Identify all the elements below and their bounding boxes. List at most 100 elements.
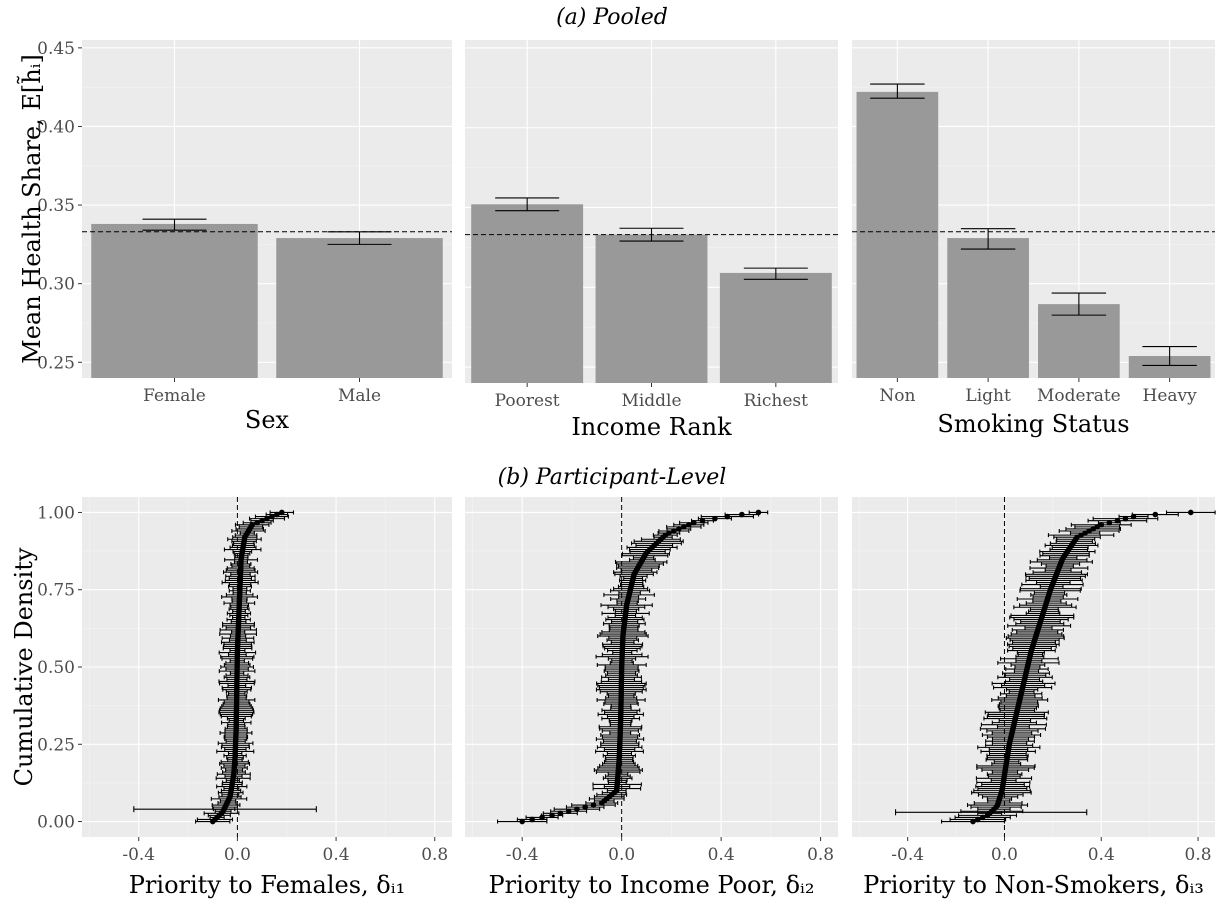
x-axis-title: Sex [245,406,290,434]
section-title-participant: (b) Participant-Level [498,465,727,490]
y-tick-label: 0.30 [37,275,75,295]
data-point [724,513,731,520]
data-point [712,515,718,522]
bar-richest [719,272,832,383]
bar-non [856,91,939,379]
data-point [539,814,545,821]
bar-female [91,223,258,378]
x-tick-label: -0.4 [891,845,924,865]
x-axis-title: Priority to Females, δᵢ₁ [129,871,405,899]
x-tick-label: Moderate [1037,386,1121,406]
data-point [690,519,697,526]
y-tick-label: 0.25 [37,735,75,755]
cdf-panel-3: -0.4 0.0 0.4 0.8 Priority to Non-Smokers, δᵢ… [852,497,1216,899]
data-point [590,802,597,808]
bar-poorest [471,204,584,383]
x-tick-label: -0.4 [506,845,539,865]
participant-points [970,509,1194,825]
data-point [755,509,762,516]
x-tick-label: Middle [621,391,681,411]
error-bar-middle [619,227,684,242]
data-point [1152,511,1159,518]
x-axis-title: Smoking Status [937,410,1129,438]
x-axis-title: Priority to Non-Smokers, δᵢ₃ [863,871,1204,899]
data-point [254,519,260,526]
error-bar-male [327,231,392,245]
error-bar-poorest [495,197,560,212]
data-point [557,810,564,817]
chart-layer: Female Male 0.25 0.30 0.35 0.40 0.45 Sex Mean He… [10,39,1216,899]
data-point [666,530,672,536]
data-point [699,517,706,524]
data-point [1188,509,1194,516]
y-tick-label: 1.00 [37,503,75,523]
x-tick-label: Light [965,386,1011,406]
data-point [979,814,986,821]
x-tick-label: Non [879,386,915,406]
error-bar-moderate [1051,292,1107,316]
data-point [681,524,687,530]
x-axis-title: Income Rank [571,413,732,441]
data-point [582,804,588,810]
x-tick-label: 0.4 [323,845,350,865]
data-point [686,522,692,528]
x-tick-label: 0.0 [608,845,635,865]
x-tick-label: 0.4 [1088,845,1115,865]
x-tick-label: 0.0 [224,845,251,865]
x-tick-label: 0.8 [807,845,834,865]
bar-moderate [1038,304,1120,378]
error-bar-light [960,228,1016,250]
data-point [671,528,677,534]
x-tick-label: 0.8 [1185,845,1212,865]
bar-panel-2: Poorest Middle Richest Income Rank [465,40,838,441]
data-point [1130,513,1137,520]
error-bar-richest [743,267,808,280]
y-tick-label: 0.75 [37,581,75,601]
cdf-panel-2: -0.4 0.0 0.4 0.8 Priority to Income Poor, δᵢ… [465,497,838,899]
data-point [970,818,976,825]
x-tick-label: Female [143,386,206,406]
data-point [259,517,265,524]
data-point [1122,515,1129,522]
error-bar-heavy [1142,346,1197,366]
y-tick-label: 0.00 [37,813,75,833]
data-point [1106,519,1113,526]
y-axis-title: Mean Health Share, E[h̃ᵢ] [17,54,46,364]
data-point [249,522,255,528]
participant-points [519,509,762,825]
y-tick-label: 0.45 [37,39,75,59]
x-tick-label: Heavy [1143,386,1198,406]
data-point [1098,522,1105,528]
data-point [519,818,525,825]
data-point [739,511,745,518]
bar-panel-3: Non Light Moderate Heavy Smoking Status [852,40,1215,438]
x-tick-label: 0.8 [421,845,448,865]
x-tick-label: Male [338,386,381,406]
section-title-pooled: (a) Pooled [556,5,668,30]
data-point [274,511,280,518]
data-point [975,816,981,823]
data-point [279,509,285,516]
bar-light [947,238,1029,378]
data-point [676,526,682,532]
y-tick-label: 0.50 [37,658,75,678]
data-point [264,515,270,522]
bar-male [276,238,443,378]
cdf-panel-1: -0.4 0.0 0.4 0.8 0.00 0.25 0.50 0.75 1.00 Priorit… [10,497,452,899]
participant-points [209,509,285,825]
data-point [269,513,275,520]
bar-heavy [1128,355,1211,378]
error-bar-non [870,83,925,99]
data-point [574,806,580,812]
x-tick-label: 0.0 [991,845,1018,865]
data-point [565,808,572,815]
x-tick-label: Poorest [495,391,560,411]
data-point [549,812,555,819]
bar-middle [595,234,708,383]
y-tick-label: 0.40 [37,117,75,137]
x-axis-title: Priority to Income Poor, δᵢ₂ [489,871,815,899]
error-bar-female [142,218,207,231]
data-point [1114,517,1121,524]
bar-panel-1: Female Male 0.25 0.30 0.35 0.40 0.45 Sex Mean He… [17,39,452,434]
